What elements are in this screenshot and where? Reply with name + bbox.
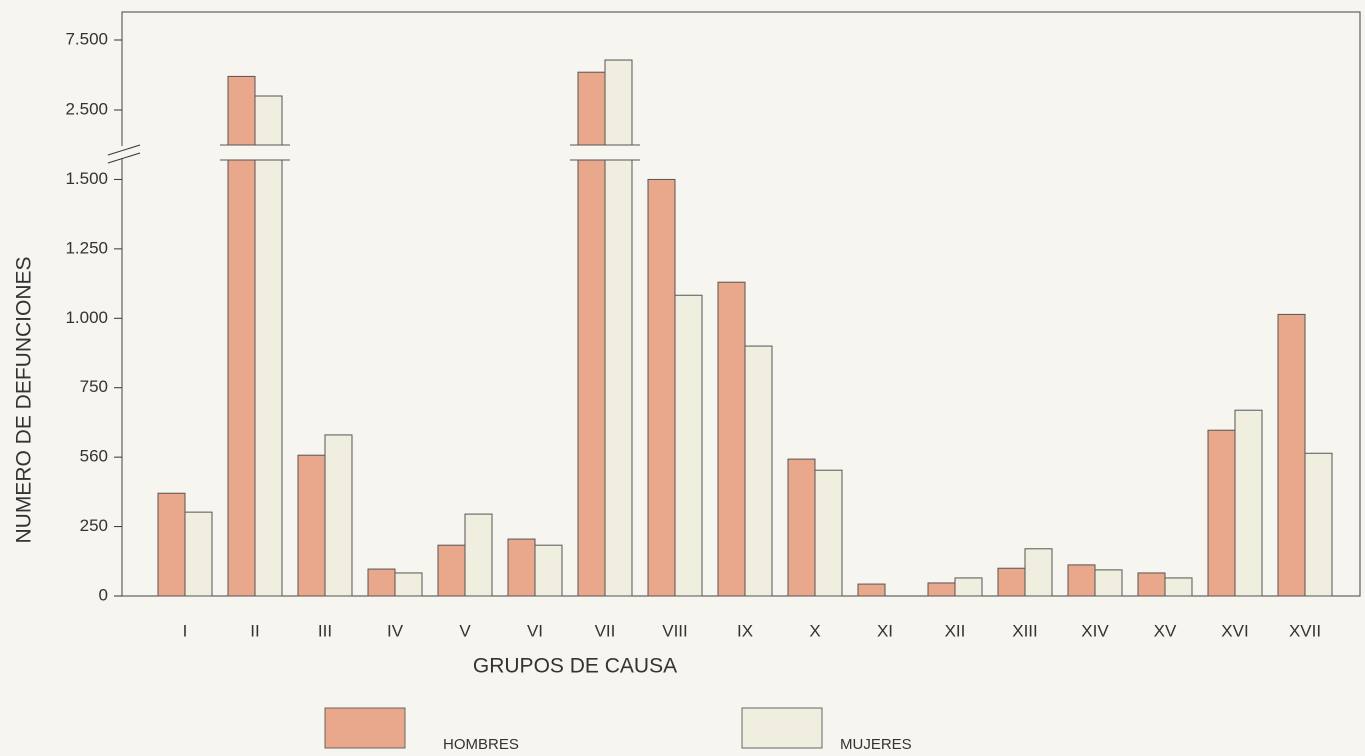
bar: [1207, 429, 1236, 597]
x-tick-label: X: [809, 621, 820, 640]
legend-label: MUJERES: [840, 736, 912, 753]
x-tick-label: XVI: [1221, 621, 1248, 640]
bar: [787, 458, 816, 597]
bar: [927, 582, 956, 597]
legend-label: HOMBRES: [443, 736, 519, 753]
bar: [1137, 572, 1166, 597]
y-tick-label: 1.250: [65, 238, 108, 257]
bar: [157, 492, 186, 597]
bar: [577, 71, 606, 146]
bar: [1067, 564, 1096, 597]
bar: [647, 178, 676, 597]
bar: [324, 434, 353, 597]
bar: [507, 538, 536, 597]
x-tick-label: IV: [387, 621, 404, 640]
x-tick-label: VIII: [662, 621, 688, 640]
bar: [464, 513, 493, 597]
bar: [604, 59, 633, 146]
y-tick-label: 250: [80, 516, 108, 535]
y-tick-label: 0: [99, 585, 108, 604]
bar: [717, 281, 746, 597]
y-tick-label: 750: [80, 377, 108, 396]
legend-swatch: [741, 707, 823, 749]
bar: [857, 583, 886, 597]
x-tick-label: XVII: [1289, 621, 1321, 640]
bar: [394, 572, 423, 597]
bar: [1094, 569, 1123, 597]
x-tick-label: VII: [595, 621, 616, 640]
bar: [954, 577, 983, 597]
bar: [1277, 313, 1306, 597]
y-tick-label: 7.500: [65, 29, 108, 48]
x-tick-label: II: [250, 621, 259, 640]
x-tick-label: I: [183, 621, 188, 640]
legend-swatch: [324, 707, 406, 749]
bar: [227, 75, 256, 146]
y-tick-label: 1.500: [65, 169, 108, 188]
x-tick-label: XIII: [1012, 621, 1038, 640]
y-axis-title: NUMERO DE DEFUNCIONES: [13, 256, 36, 543]
bar: [184, 511, 213, 597]
bar: [254, 159, 283, 597]
x-tick-label: XV: [1154, 621, 1177, 640]
bar: [437, 544, 466, 597]
x-tick-label: XIV: [1081, 621, 1109, 640]
axis-break: [107, 144, 141, 156]
bar: [1304, 452, 1333, 597]
bar: [297, 454, 326, 597]
x-tick-label: XI: [877, 621, 893, 640]
bar: [604, 159, 633, 597]
x-tick-label: IX: [737, 621, 753, 640]
x-axis-title: GRUPOS DE CAUSA: [473, 655, 677, 678]
y-tick-label: 560: [80, 447, 108, 466]
bar: [997, 567, 1026, 597]
x-tick-label: VI: [527, 621, 543, 640]
x-tick-label: XII: [945, 621, 966, 640]
axis-break: [107, 152, 141, 164]
bar: [254, 95, 283, 146]
bar: [674, 294, 703, 597]
bar: [1234, 409, 1263, 597]
y-tick-label: 2.500: [65, 99, 108, 118]
bar: [814, 469, 843, 597]
x-tick-label: V: [459, 621, 471, 640]
x-tick-label: III: [318, 621, 332, 640]
bar: [534, 544, 563, 597]
bar: [1164, 577, 1193, 597]
bar: [744, 345, 773, 597]
bar: [227, 159, 256, 597]
bar: [367, 568, 396, 597]
y-tick-label: 1.000: [65, 308, 108, 327]
bar: [1024, 548, 1053, 597]
bar: [577, 159, 606, 597]
